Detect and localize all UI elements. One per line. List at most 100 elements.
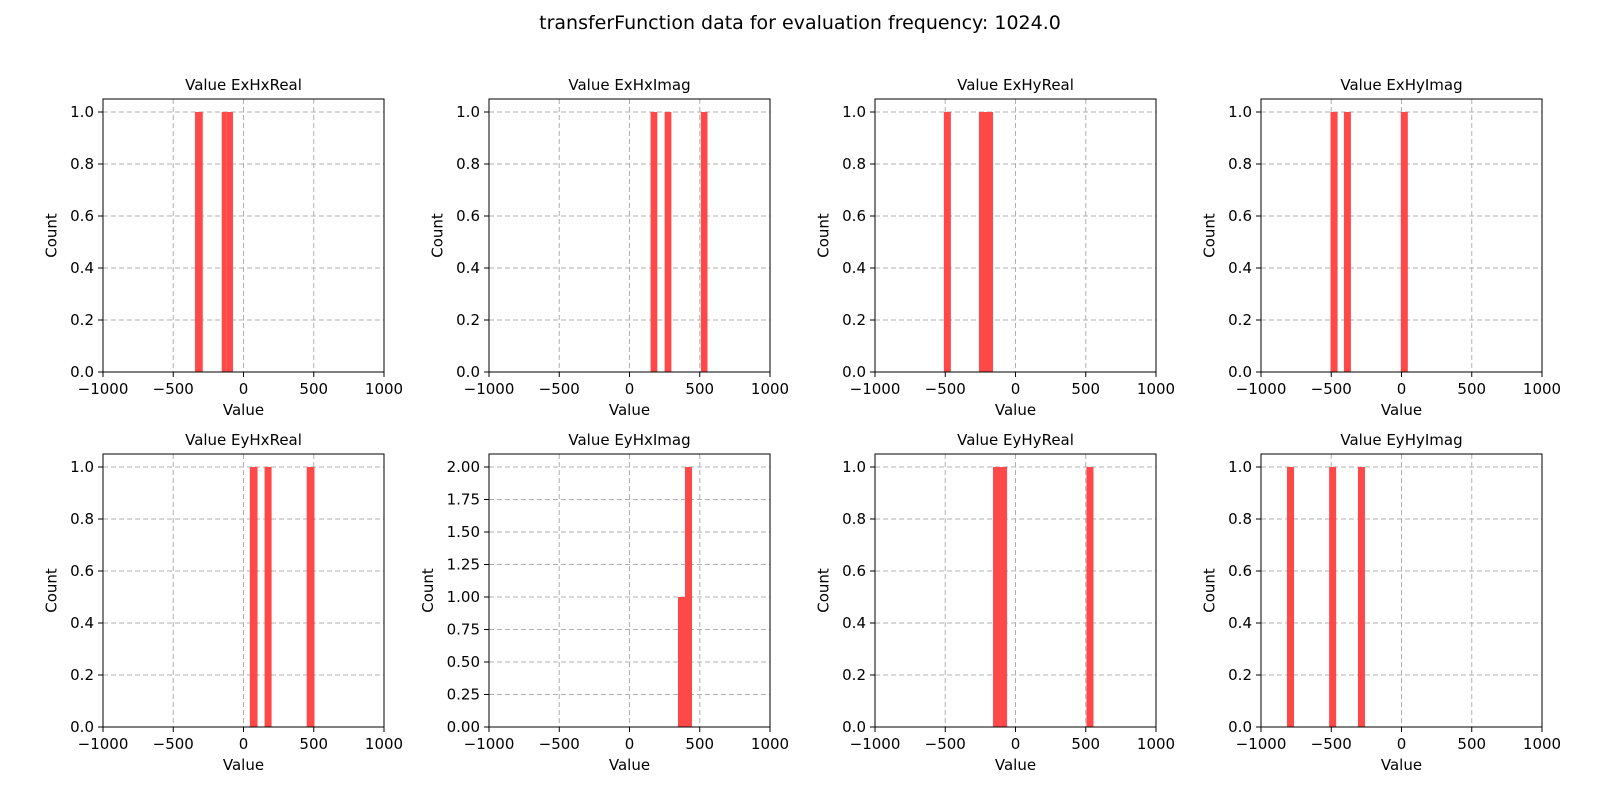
y-tick-label: 0.8 — [70, 155, 94, 173]
y-tick-label: 2.00 — [447, 458, 480, 476]
y-axis-label: Count — [1201, 568, 1219, 613]
x-tick-label: 0 — [1011, 380, 1021, 398]
y-tick-label: 0.8 — [70, 510, 94, 528]
x-tick-label: −1000 — [1236, 735, 1287, 753]
y-tick-label: 0.2 — [842, 666, 866, 684]
y-axis-label: Count — [815, 213, 833, 258]
histogram-bar — [1000, 467, 1008, 727]
y-tick-label: 0.2 — [70, 666, 94, 684]
x-tick-label: −1000 — [850, 735, 901, 753]
x-tick-label: 1000 — [1523, 380, 1561, 398]
x-axis-label: Value — [223, 401, 264, 419]
subplot-5: 0.00 0.25 0.50 0.75 1.00 1.25 1.50 1.75 2.00 −100… — [419, 431, 789, 774]
y-tick-label: 0.4 — [842, 259, 866, 277]
y-tick-label: 1.75 — [447, 491, 480, 509]
y-tick-label: 0.50 — [447, 653, 480, 671]
x-axis-label: Value — [1381, 401, 1422, 419]
y-tick-label: 0.6 — [1228, 207, 1252, 225]
y-tick-label: 1.00 — [447, 588, 480, 606]
histogram-bar — [978, 112, 986, 372]
y-tick-label: 0.0 — [842, 718, 866, 736]
x-tick-label: −1000 — [464, 735, 515, 753]
subplot-title: Value EyHxImag — [568, 431, 690, 449]
subplot-title: Value ExHxImag — [568, 76, 690, 94]
histogram-bar — [1329, 467, 1337, 727]
x-tick-label: −500 — [1311, 735, 1352, 753]
histogram-bar — [306, 467, 315, 727]
subplot-title: Value EyHxReal — [185, 431, 302, 449]
y-tick-label: 0.2 — [1228, 666, 1252, 684]
x-tick-label: −1000 — [78, 735, 129, 753]
subplot-title: Value ExHxReal — [185, 76, 302, 94]
x-tick-label: 500 — [1457, 735, 1486, 753]
x-tick-label: −1000 — [78, 380, 129, 398]
y-tick-label: 0.6 — [456, 207, 480, 225]
y-tick-label: 1.0 — [70, 103, 94, 121]
y-tick-label: 0.6 — [70, 562, 94, 580]
y-tick-label: 0.2 — [1228, 311, 1252, 329]
subplot-6: 0.0 0.2 0.4 0.6 0.8 1.0 −1000 −500 0 500 1000 Value… — [815, 431, 1176, 774]
y-tick-label: 0.2 — [70, 311, 94, 329]
histogram-bar — [249, 467, 258, 727]
subplot-2: 0.0 0.2 0.4 0.6 0.8 1.0 −1000 −500 0 500 1000 Value… — [815, 76, 1176, 419]
x-tick-label: 1000 — [1523, 735, 1561, 753]
y-axis-label: Count — [419, 568, 437, 613]
x-axis-label: Value — [609, 756, 650, 774]
histogram-bar — [677, 597, 685, 727]
y-tick-label: 1.50 — [447, 523, 480, 541]
x-tick-label: 500 — [1071, 735, 1100, 753]
histogram-bar — [226, 112, 233, 372]
y-tick-label: 1.25 — [447, 556, 480, 574]
x-tick-label: 0 — [1397, 735, 1407, 753]
y-tick-label: 0.8 — [1228, 155, 1252, 173]
histogram-bar — [700, 112, 708, 372]
y-tick-label: 0.6 — [70, 207, 94, 225]
y-tick-label: 0.4 — [842, 614, 866, 632]
axes-frame — [874, 453, 1157, 728]
y-tick-label: 1.0 — [842, 458, 866, 476]
histogram-bar — [1330, 112, 1338, 372]
figure-title: transferFunction data for evaluation fre… — [539, 12, 1061, 34]
y-tick-label: 1.0 — [456, 103, 480, 121]
x-axis-label: Value — [223, 756, 264, 774]
y-axis-label: Count — [815, 568, 833, 613]
subplot-title: Value EyHyImag — [1340, 431, 1462, 449]
subplot-3: 0.0 0.2 0.4 0.6 0.8 1.0 −1000 −500 0 500 1000 Value… — [1201, 76, 1562, 419]
y-tick-label: 1.0 — [1228, 103, 1252, 121]
histogram-bar — [1357, 467, 1365, 727]
x-axis-label: Value — [995, 401, 1036, 419]
axes-frame — [1260, 98, 1543, 373]
y-tick-label: 1.0 — [1228, 458, 1252, 476]
histogram-bar — [684, 467, 693, 727]
histogram-bar — [985, 112, 994, 372]
y-tick-label: 0.4 — [70, 259, 94, 277]
y-tick-label: 0.0 — [1228, 363, 1252, 381]
axes-frame — [488, 98, 771, 373]
subplot-7: 0.0 0.2 0.4 0.6 0.8 1.0 −1000 −500 0 500 1000 Value… — [1201, 431, 1562, 774]
x-tick-label: 0 — [1011, 735, 1021, 753]
x-tick-label: −500 — [925, 735, 966, 753]
histogram-bar — [221, 112, 227, 372]
y-tick-label: 0.4 — [1228, 259, 1252, 277]
y-tick-label: 1.0 — [70, 458, 94, 476]
x-tick-label: −1000 — [1236, 380, 1287, 398]
x-tick-label: 1000 — [365, 380, 403, 398]
y-tick-label: 0.8 — [842, 155, 866, 173]
x-tick-label: −500 — [153, 735, 194, 753]
y-tick-label: 0.8 — [842, 510, 866, 528]
x-tick-label: −1000 — [850, 380, 901, 398]
x-axis-label: Value — [1381, 756, 1422, 774]
y-tick-label: 0.2 — [842, 311, 866, 329]
histogram-bar — [195, 112, 203, 372]
y-tick-label: 0.0 — [1228, 718, 1252, 736]
histogram-bar — [1400, 112, 1408, 372]
y-tick-label: 0.8 — [456, 155, 480, 173]
y-axis-label: Count — [429, 213, 447, 258]
y-axis-label: Count — [1201, 213, 1219, 258]
x-tick-label: 0 — [1397, 380, 1407, 398]
subplot-title: Value ExHyImag — [1340, 76, 1462, 94]
x-tick-label: −1000 — [464, 380, 515, 398]
histogram-bar — [993, 467, 1001, 727]
axes-frame — [874, 98, 1157, 373]
